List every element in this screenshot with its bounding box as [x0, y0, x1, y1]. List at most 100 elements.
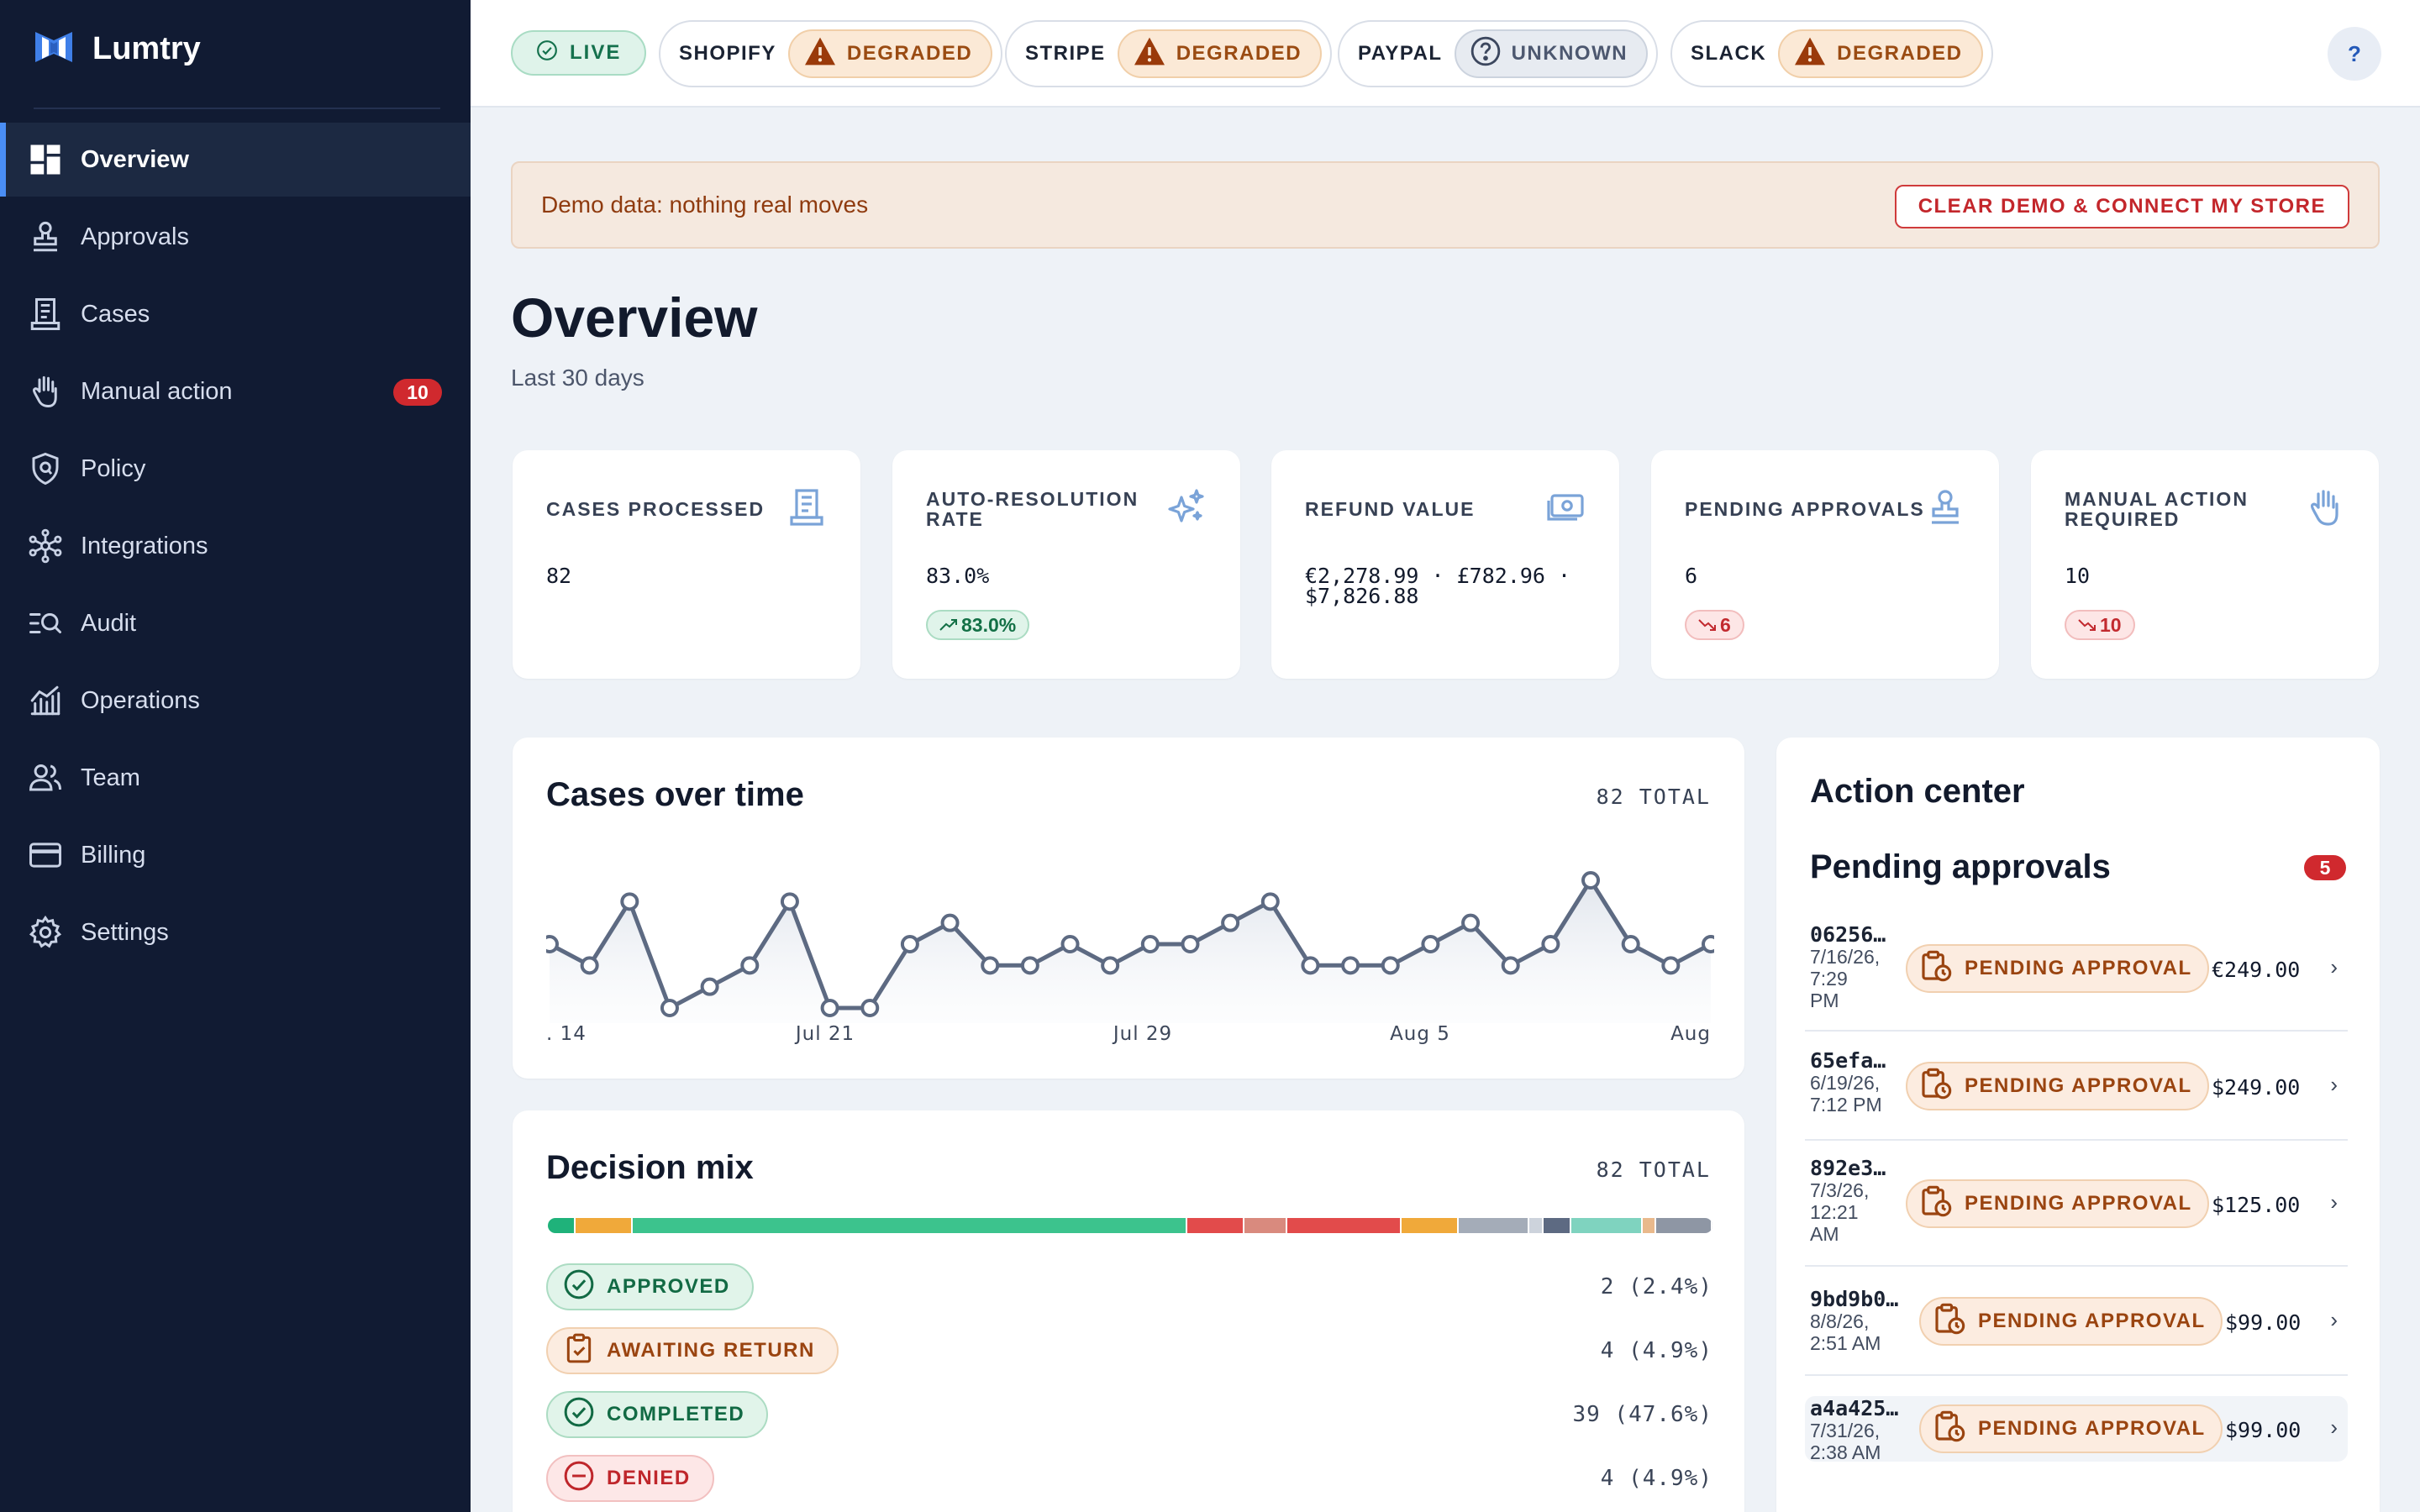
kpi-delta-value: 10: [2100, 613, 2122, 636]
data-point[interactable]: [900, 935, 919, 953]
pending-approval-row[interactable]: a4a425… 7/31/26, 2:38 AM PENDING APPROVA…: [1805, 1396, 2348, 1463]
data-point[interactable]: [1020, 956, 1039, 975]
kpi-value: 83.0%: [926, 564, 990, 588]
sidebar-item-label: Team: [81, 764, 140, 791]
kpi-card-pending-approvals[interactable]: PENDING APPROVALS 6 6: [1651, 450, 1999, 679]
live-status-pill[interactable]: LIVE: [511, 30, 647, 76]
clear-demo-button[interactable]: CLEAR DEMO & CONNECT MY STORE: [1894, 185, 2349, 228]
data-point[interactable]: [1060, 935, 1080, 953]
mix-segment[interactable]: [1571, 1218, 1643, 1233]
data-point[interactable]: [1181, 935, 1200, 953]
lumtry-logo-icon: [34, 29, 74, 70]
data-point[interactable]: [1541, 935, 1560, 953]
data-point[interactable]: [620, 892, 639, 911]
service-pill-paypal[interactable]: PAYPAL UNKNOWN: [1338, 20, 1659, 87]
sidebar-item-integrations[interactable]: Integrations: [0, 509, 471, 583]
sidebar-item-billing[interactable]: Billing: [0, 818, 471, 892]
mix-segment[interactable]: [1186, 1218, 1244, 1233]
data-point[interactable]: [1581, 871, 1601, 890]
data-point[interactable]: [1140, 935, 1160, 953]
sidebar-item-operations[interactable]: Operations: [0, 664, 471, 738]
service-pill-stripe[interactable]: STRIPE DEGRADED: [1005, 20, 1333, 87]
kpi-card-auto-resolution-rate[interactable]: AUTO-RESOLUTION RATE 83.0% 83.0%: [892, 450, 1240, 679]
data-point[interactable]: [981, 956, 1000, 975]
data-point[interactable]: [1501, 956, 1520, 975]
cases-line-chart[interactable]: . 14 Jul 21 Jul 29 Aug 5 Aug: [546, 840, 1714, 1050]
sidebar-item-label: Billing: [81, 841, 146, 869]
data-point[interactable]: [660, 999, 679, 1017]
data-point[interactable]: [1461, 913, 1481, 932]
pending-approval-row[interactable]: 892e3… 7/3/26, 12:21 AM PENDING APPROVAL…: [1805, 1141, 2348, 1267]
approval-time: 2:51 AM: [1810, 1332, 1881, 1354]
service-pill-slack[interactable]: SLACK DEGRADED: [1670, 20, 1993, 87]
pending-approvals-title: Pending approvals: [1810, 848, 2111, 885]
pending-approval-row[interactable]: 06256… 7/16/26, 7:29 PM PENDING APPROVAL…: [1805, 916, 2348, 1032]
data-point[interactable]: [1260, 892, 1280, 911]
sidebar-item-settings[interactable]: Settings: [0, 895, 471, 969]
decision-mix-bar[interactable]: [548, 1218, 1712, 1233]
service-name: PAYPAL: [1358, 42, 1443, 65]
kpi-card-cases-processed[interactable]: CASES PROCESSED 82: [513, 450, 860, 679]
mix-segment[interactable]: [1642, 1218, 1657, 1233]
data-point[interactable]: [1702, 935, 1714, 953]
clipboard-clock-icon: [1919, 1067, 1953, 1106]
data-point[interactable]: [940, 913, 960, 932]
sidebar-item-cases[interactable]: Cases: [0, 277, 471, 351]
mix-segment[interactable]: [1458, 1218, 1530, 1233]
data-point[interactable]: [1301, 956, 1320, 975]
chevron-right-icon[interactable]: ›: [2330, 1189, 2338, 1215]
data-point[interactable]: [780, 892, 799, 911]
mix-segment[interactable]: [1656, 1218, 1712, 1233]
mix-segment[interactable]: [1529, 1218, 1544, 1233]
sidebar-item-policy[interactable]: Policy: [0, 432, 471, 506]
data-point[interactable]: [1421, 935, 1440, 953]
decision-row-completed[interactable]: COMPLETED 39 (47.6%): [546, 1390, 1712, 1439]
data-point[interactable]: [1341, 956, 1360, 975]
kpi-card-refund-value[interactable]: REFUND VALUE €2,278.99 · £782.96 · $7,82…: [1271, 450, 1619, 679]
chevron-right-icon[interactable]: ›: [2330, 1415, 2338, 1440]
chevron-right-icon[interactable]: ›: [2330, 954, 2338, 979]
brand[interactable]: Lumtry: [34, 25, 201, 72]
mix-segment[interactable]: [548, 1218, 576, 1233]
service-pill-shopify[interactable]: SHOPIFY DEGRADED: [659, 20, 1003, 87]
help-button[interactable]: ?: [2328, 27, 2381, 81]
data-point[interactable]: [1221, 913, 1240, 932]
chevron-right-icon[interactable]: ›: [2330, 1072, 2338, 1097]
mix-segment[interactable]: [633, 1218, 1187, 1233]
mix-segment[interactable]: [1287, 1218, 1402, 1233]
data-point[interactable]: [740, 956, 760, 975]
data-point[interactable]: [1381, 956, 1400, 975]
data-point[interactable]: [1661, 956, 1681, 975]
kpi-card-manual-action-required[interactable]: MANUAL ACTION REQUIRED 10 10: [2031, 450, 2379, 679]
data-point[interactable]: [580, 956, 599, 975]
mix-segment[interactable]: [576, 1218, 634, 1233]
hand-icon: [2305, 487, 2345, 528]
sidebar-item-manual-action[interactable]: Manual action 10: [0, 354, 471, 428]
stamp-icon: [27, 218, 64, 255]
data-point[interactable]: [546, 935, 559, 953]
pending-approval-row[interactable]: 9bd9b0… 8/8/26, 2:51 AM PENDING APPROVAL…: [1805, 1267, 2348, 1376]
mix-segment[interactable]: [1244, 1218, 1288, 1233]
mix-segment[interactable]: [1401, 1218, 1459, 1233]
decision-row-denied[interactable]: DENIED 4 (4.9%): [546, 1454, 1712, 1503]
data-point[interactable]: [1621, 935, 1640, 953]
decision-value: 4 (4.9%): [1600, 1338, 1712, 1363]
data-point[interactable]: [860, 999, 880, 1017]
network-icon: [27, 528, 64, 564]
data-point[interactable]: [700, 977, 719, 996]
sidebar-item-audit[interactable]: Audit: [0, 586, 471, 660]
sidebar-item-approvals[interactable]: Approvals: [0, 200, 471, 274]
data-point[interactable]: [820, 999, 839, 1017]
approval-date: 6/19/26,: [1810, 1072, 1881, 1094]
decision-row-approved[interactable]: APPROVED 2 (2.4%): [546, 1263, 1712, 1311]
sidebar-item-team[interactable]: Team: [0, 741, 471, 815]
sidebar-item-overview[interactable]: Overview: [0, 123, 471, 197]
decision-row-awaiting-return[interactable]: AWAITING RETURN 4 (4.9%): [546, 1326, 1712, 1375]
mix-segment[interactable]: [1543, 1218, 1572, 1233]
pending-approval-row[interactable]: 65efa… 6/19/26, 7:12 PM PENDING APPROVAL…: [1805, 1032, 2348, 1141]
data-point[interactable]: [1101, 956, 1120, 975]
approval-amount: $99.00: [2225, 1418, 2302, 1442]
chevron-right-icon[interactable]: ›: [2330, 1307, 2338, 1332]
check-circle-icon: [536, 39, 558, 67]
dashboard-icon: [27, 141, 64, 178]
